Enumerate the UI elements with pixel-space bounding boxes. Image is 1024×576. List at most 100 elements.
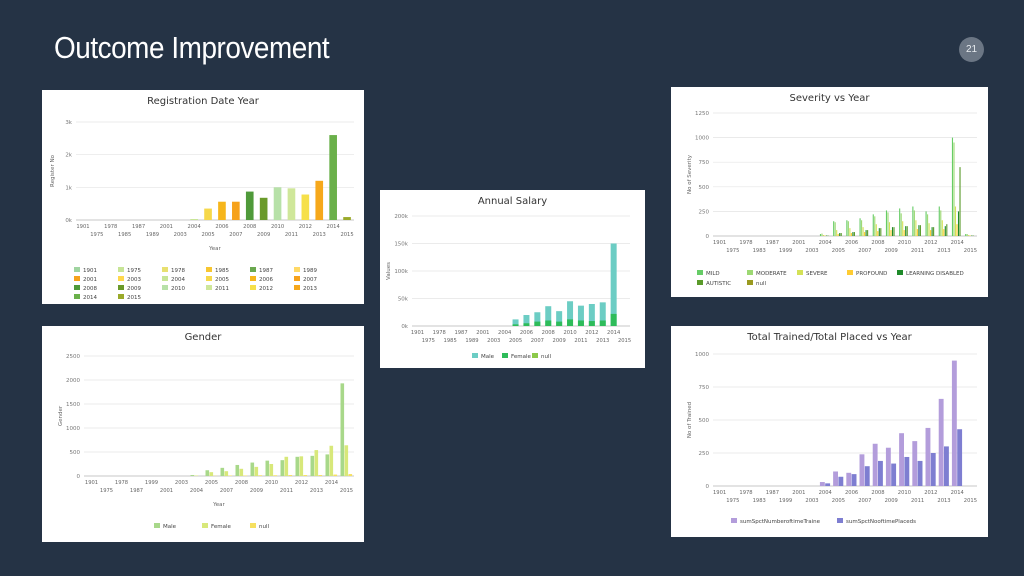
- bar-male: [588, 304, 595, 326]
- y-axis-label: No of Severity: [687, 154, 693, 194]
- bar: [853, 232, 855, 236]
- legend-swatch: [162, 276, 168, 281]
- gender-svg: Gender 0 500 1000 1500 2000 2500 Gender 19011975…: [58, 332, 354, 530]
- legend-label: Male: [481, 354, 495, 360]
- bar-female: [523, 323, 530, 326]
- bar: [891, 463, 897, 486]
- x-tick-label: 2003: [805, 498, 818, 504]
- legend-swatch: [250, 267, 256, 272]
- bar: [905, 226, 907, 236]
- y-tick-label: 1250: [695, 111, 709, 117]
- x-tick-label: 2015: [964, 498, 977, 504]
- bar: [887, 212, 889, 236]
- legend-label: LEARNING DISABLED: [906, 271, 964, 277]
- y-tick-label: 1000: [66, 426, 80, 432]
- bar: [329, 445, 334, 476]
- bar: [951, 137, 954, 236]
- x-tick-label: 1983: [753, 248, 766, 254]
- bar: [859, 218, 861, 236]
- x-tick-label: 2006: [520, 330, 533, 336]
- x-tick-label: 2005: [832, 498, 845, 504]
- bar: [265, 460, 270, 476]
- legend-swatch: [532, 353, 538, 358]
- x-tick-label: 1985: [118, 232, 131, 238]
- x-tick-label: 2011: [285, 232, 298, 238]
- x-tick-label: 1987: [132, 224, 145, 230]
- x-axis-label: Year: [208, 246, 221, 252]
- bar: [900, 213, 902, 236]
- bar: [954, 206, 957, 236]
- legend-swatch: [206, 285, 212, 290]
- legend-swatch: [74, 285, 80, 290]
- bar: [957, 429, 963, 486]
- y-axis-label: Register No: [50, 154, 56, 187]
- x-tick-label: 2010: [898, 490, 911, 496]
- bar: [925, 211, 927, 236]
- bar: [872, 443, 878, 486]
- bar: [822, 235, 825, 236]
- bar: [819, 234, 822, 236]
- bar: [239, 468, 244, 476]
- x-tick-label: 2006: [845, 490, 858, 496]
- x-tick-label: 1978: [739, 490, 752, 496]
- x-tick-label: 2008: [243, 224, 256, 230]
- bar: [874, 216, 876, 236]
- legend-swatch: [74, 276, 80, 281]
- bar: [204, 208, 212, 220]
- bar-male: [577, 305, 584, 326]
- x-tick-label: 2004: [819, 240, 833, 246]
- legend-label: 2011: [215, 286, 229, 292]
- legend-swatch: [162, 267, 168, 272]
- bar: [224, 471, 229, 476]
- bar: [930, 453, 936, 486]
- bar: [944, 446, 949, 486]
- bar: [258, 475, 263, 476]
- bar: [318, 475, 323, 476]
- bar: [912, 206, 914, 236]
- bar: [943, 229, 945, 236]
- bar-male: [556, 311, 563, 326]
- bar: [913, 210, 915, 236]
- bar-male: [545, 306, 552, 326]
- legend-label: MODERATE: [756, 271, 787, 277]
- x-tick-label: 1975: [726, 498, 739, 504]
- legend-label: 1975: [127, 268, 141, 274]
- x-tick-label: 2013: [937, 498, 950, 504]
- x-tick-label: 2001: [792, 240, 805, 246]
- bar: [839, 233, 841, 236]
- x-tick-label: 1901: [713, 490, 726, 496]
- bar: [333, 474, 338, 476]
- legend-swatch: [747, 280, 753, 285]
- x-tick-label: 1999: [779, 498, 792, 504]
- x-axis-label: Year: [212, 502, 225, 508]
- bar: [875, 224, 877, 236]
- x-tick-label: 2013: [937, 248, 950, 254]
- bar: [254, 466, 259, 476]
- bar: [301, 194, 310, 220]
- x-tick-label: 2006: [845, 240, 858, 246]
- x-tick-label: 1901: [713, 240, 726, 246]
- legend-label: Male: [163, 524, 177, 530]
- legend-label: 2015: [127, 295, 141, 301]
- x-tick-label: 2011: [574, 338, 587, 344]
- x-tick-label: 2009: [885, 498, 898, 504]
- x-tick-label: 1983: [753, 498, 766, 504]
- legend-swatch: [294, 276, 300, 281]
- bar: [310, 455, 315, 476]
- bar: [838, 476, 844, 486]
- x-tick-label: 1978: [739, 240, 752, 246]
- legend-label: 1989: [303, 268, 317, 274]
- x-tick-label: 2009: [885, 248, 898, 254]
- x-tick-label: 2007: [858, 498, 871, 504]
- x-tick-label: 2015: [340, 488, 353, 494]
- x-tick-label: 2004: [498, 330, 512, 336]
- bar: [944, 226, 946, 236]
- bar: [852, 232, 854, 236]
- legend-label: SEVERE: [806, 271, 828, 277]
- bar: [851, 474, 857, 486]
- legend-swatch: [206, 276, 212, 281]
- bar-female: [512, 324, 519, 326]
- legend-swatch: [250, 285, 256, 290]
- legend-label: 2005: [215, 277, 229, 283]
- bar: [235, 464, 240, 476]
